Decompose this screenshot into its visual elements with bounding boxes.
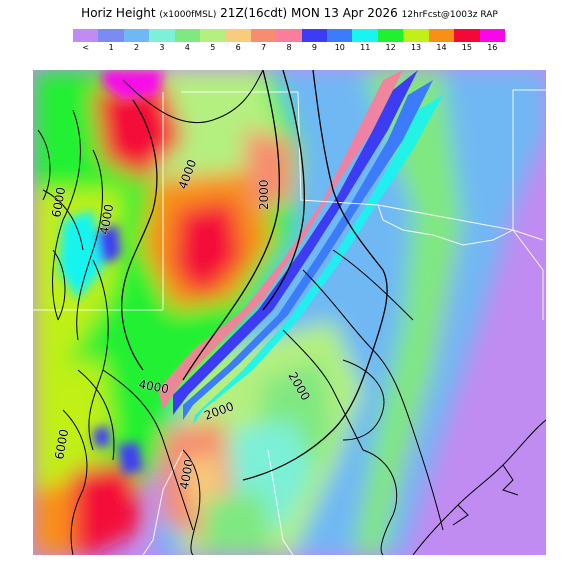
colorbar-tick-labels: <1 2 3 4 5 6 7 8 9 10 11 12 13 14 15 16 (59, 43, 519, 55)
contour-label-8: 4000 (177, 458, 196, 491)
colorbar-swatch-8 (276, 29, 302, 42)
valid-time: 21Z(16cdt) MON 13 Apr 2026 (220, 6, 398, 20)
colorbar-swatch-11 (352, 29, 378, 42)
colorbar-label-5: 5 (210, 43, 216, 52)
colorbar-swatch-7 (250, 29, 277, 42)
colorbar-swatch-16 (479, 29, 505, 42)
dryline-band (158, 70, 443, 425)
colorbar-label-1: 1 (108, 43, 114, 52)
colorbar-label-16: 16 (487, 43, 498, 52)
colorbar-swatch-3 (149, 29, 175, 42)
colorbar-label-9: 9 (311, 43, 317, 52)
field-units: (x1000fMSL) (159, 10, 217, 20)
contour-label-2: 4000 (97, 203, 116, 236)
colorbar-label-4: 4 (184, 43, 190, 52)
shaded-field (33, 70, 546, 555)
colorbar-label-12: 12 (385, 43, 396, 52)
colorbar-swatch-1 (98, 29, 124, 42)
colorbar-label-10: 10 (334, 43, 345, 52)
colorbar-swatch-2 (123, 29, 150, 42)
colorbar-swatch-14 (428, 29, 455, 42)
colorbar-swatch-6 (225, 29, 251, 42)
colorbar-swatch-9 (301, 29, 328, 42)
model-run: 12hrFcst@1003z RAP (401, 10, 498, 20)
colorbar-label-15: 15 (461, 43, 472, 52)
colorbar-swatch-10 (327, 29, 353, 42)
map-title: Horiz Height (x1000fMSL) 21Z(16cdt) MON … (0, 6, 579, 20)
colorbar-label-8: 8 (286, 43, 292, 52)
colorbar-swatch-13 (403, 29, 429, 42)
height-contours (37, 70, 444, 555)
colorbar-swatch-12 (377, 29, 404, 42)
colorbar-swatch-0 (73, 29, 99, 42)
colorbar-label-3: 3 (159, 43, 165, 52)
coastline (412, 419, 546, 555)
colorbar-label-14: 14 (436, 43, 447, 52)
colorbar-swatch-5 (200, 29, 226, 42)
colorbar-swatch-15 (454, 29, 480, 42)
colorbar-label-7: 7 (261, 43, 267, 52)
field-name: Horiz Height (81, 6, 156, 20)
contour-label-4: 4000 (137, 377, 170, 396)
colorbar-label-2: 2 (133, 43, 140, 52)
contour-label-3: 2000 (257, 179, 271, 210)
contour-label-1: 6000 (49, 186, 68, 219)
state-boundaries (33, 89, 546, 555)
contour-label-5: 6000 (52, 428, 71, 461)
colorbar-label-11: 11 (360, 43, 371, 52)
colorbar-swatch-4 (174, 29, 201, 42)
colorbar (73, 29, 505, 42)
colorbar-label-0: < (82, 43, 90, 52)
colorbar-label-6: 6 (235, 43, 241, 52)
colorbar-label-13: 13 (410, 43, 422, 52)
